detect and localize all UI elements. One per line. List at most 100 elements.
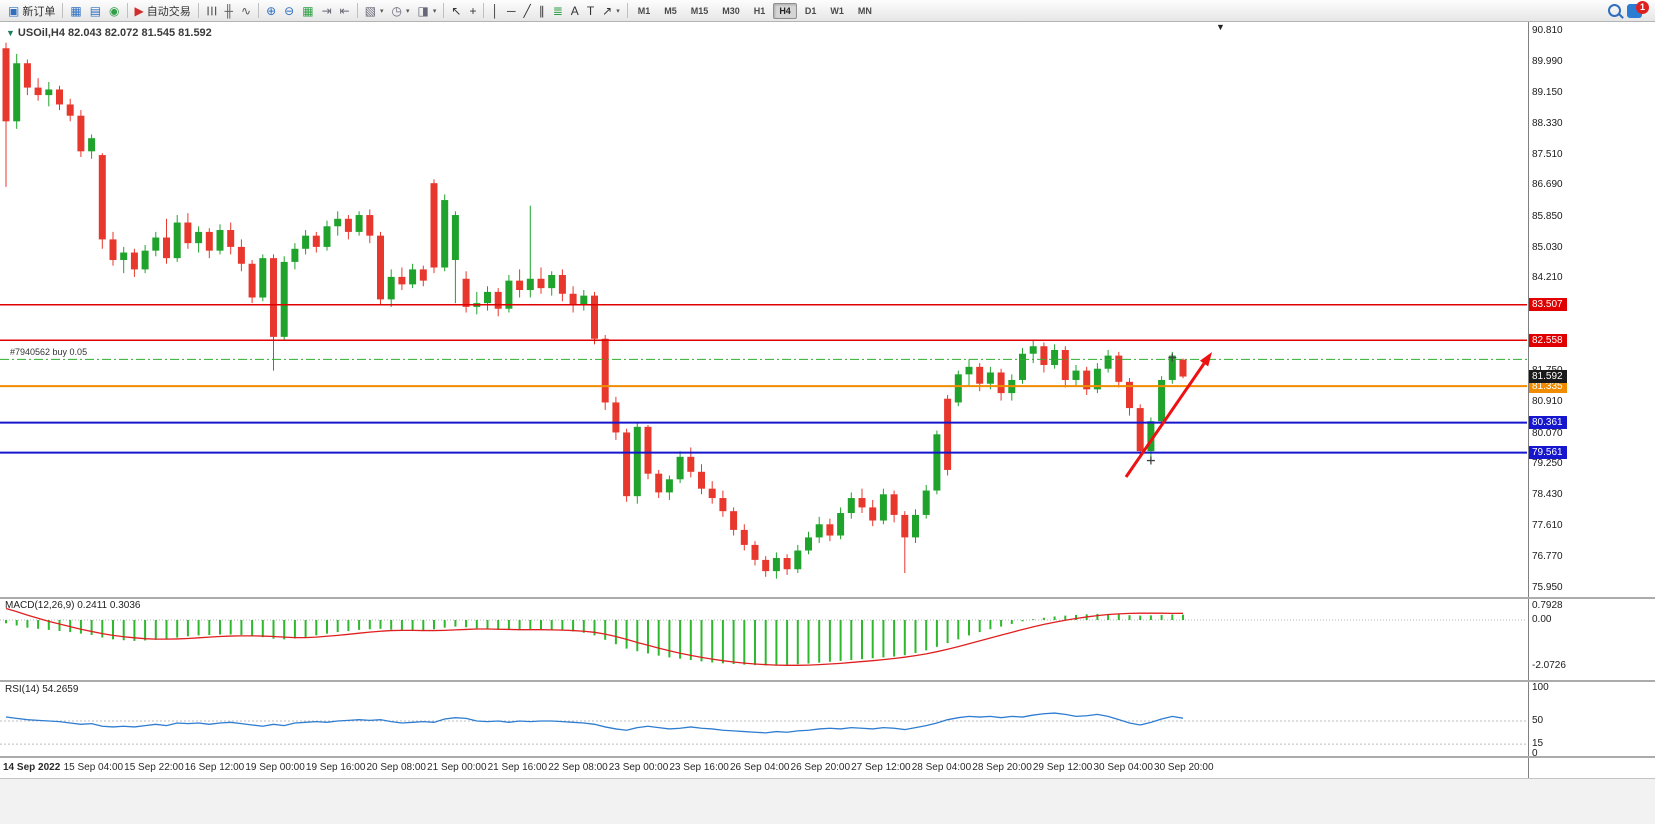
new-chart-icon: ▧ <box>364 3 377 18</box>
horizontal-line-icon[interactable]: ─ <box>503 1 520 21</box>
rsi-line <box>5 712 1184 734</box>
candle-body <box>66 104 74 116</box>
candle-body <box>77 115 85 152</box>
candle-body <box>302 235 310 249</box>
scroll-to-end-marker[interactable]: ▼ <box>1216 22 1225 32</box>
candle-body <box>409 269 417 285</box>
tile-windows-icon[interactable]: ▦ <box>298 1 317 21</box>
time-axis-label: 29 Sep 12:00 <box>1032 762 1093 773</box>
channel-icon[interactable]: ∥ <box>535 1 549 21</box>
candle-body <box>740 529 748 545</box>
candle-body <box>387 276 395 300</box>
candle-body <box>1179 359 1187 377</box>
timeframe-button-M1[interactable]: M1 <box>637 5 651 16</box>
candle-body <box>986 372 994 384</box>
candle-body <box>676 456 684 480</box>
timeframe-button-H4[interactable]: H4 <box>773 2 797 19</box>
timeframe-button-MN[interactable]: MN <box>857 5 872 16</box>
candle-body <box>1051 349 1059 365</box>
horizontal-line-icon: ─ <box>506 3 516 18</box>
candle-body <box>879 494 887 521</box>
candle-body <box>141 250 149 270</box>
market-watch-icon[interactable]: ▦ <box>66 1 85 21</box>
new-order-button-label: 新订单 <box>22 5 56 18</box>
candle-body <box>687 456 695 472</box>
navigator-icon[interactable]: ▤ <box>86 1 105 21</box>
fibonacci-icon[interactable]: ≣ <box>549 1 567 21</box>
cursor-icon[interactable]: ↖ <box>447 1 465 21</box>
candle-body <box>783 558 791 570</box>
candle-body <box>569 293 577 306</box>
vertical-line-icon[interactable]: │ <box>487 1 503 21</box>
candle-body <box>451 215 459 261</box>
arrows-icon[interactable]: ↗ ▾ <box>598 1 624 21</box>
toolbar-separator <box>483 3 485 18</box>
symbol-ohlc-text: USOil,H4 82.043 82.072 81.545 81.592 <box>17 27 212 39</box>
candle-body <box>601 338 609 403</box>
zoom-out-icon[interactable]: ⊖ <box>280 1 298 21</box>
time-axis-label: 27 Sep 12:00 <box>851 762 911 773</box>
trendline-icon[interactable]: ╱ <box>520 1 535 21</box>
time-axis-label: 19 Sep 16:00 <box>305 762 366 773</box>
line-chart-icon[interactable]: ∿ <box>237 1 255 21</box>
toolbar-separator <box>258 3 260 18</box>
terminal-icon[interactable]: ◉ <box>105 1 123 21</box>
candle-body <box>355 215 363 232</box>
auto-scroll-icon[interactable]: ⇥ <box>318 1 336 21</box>
candle-body <box>312 235 320 247</box>
candle-body <box>270 258 277 337</box>
symbol-marker-icon: ▼ <box>6 28 15 38</box>
panel-separator[interactable] <box>0 597 1655 599</box>
candlestick-chart-icon[interactable]: ╫ <box>221 1 238 21</box>
label-icon[interactable]: T <box>583 1 598 21</box>
candle-body <box>933 434 941 491</box>
toolbar-separator <box>443 3 445 18</box>
toolbar-right-group: 1 <box>1608 1 1651 18</box>
chart-shift-icon[interactable]: ⇤ <box>336 1 354 21</box>
candle-body <box>88 138 96 152</box>
timeframe-button-D1[interactable]: D1 <box>804 5 817 16</box>
time-axis-label: 22 Sep 08:00 <box>548 762 608 773</box>
candle-body <box>847 498 855 514</box>
new-chart-icon[interactable]: ▧ ▾ <box>361 1 388 21</box>
panel-separator <box>0 756 1655 758</box>
open-position-label: #7940562 buy 0.05 <box>10 347 88 358</box>
toolbar-separator <box>356 3 358 18</box>
timeframe-button-M5[interactable]: M5 <box>664 5 677 16</box>
candle-body <box>665 479 673 493</box>
candle-body <box>997 372 1005 394</box>
time-axis-label: 19 Sep 00:00 <box>245 762 305 773</box>
text-icon[interactable]: A <box>567 1 583 21</box>
timeframe-button-M30[interactable]: M30 <box>722 5 740 16</box>
trend-arrow[interactable] <box>1124 362 1206 478</box>
candle-body <box>1168 355 1176 380</box>
search-icon[interactable] <box>1608 4 1621 17</box>
chart-symbol-header: ▼ USOil,H4 82.043 82.072 81.545 81.592 <box>6 27 212 39</box>
candle-body <box>1115 355 1123 382</box>
crosshair-icon[interactable]: + <box>465 1 480 21</box>
bar-chart-icon[interactable]: ☰ <box>202 1 221 21</box>
market-watch-icon: ▦ <box>70 3 82 18</box>
candle-body <box>858 498 866 508</box>
panel-separator[interactable] <box>0 680 1655 682</box>
candle-body <box>1061 349 1069 380</box>
timeframe-button-W1[interactable]: W1 <box>830 5 844 16</box>
new-order-button[interactable]: ▣ 新订单 <box>4 1 59 21</box>
time-axis-label: 28 Sep 20:00 <box>972 762 1032 773</box>
autotrading-button[interactable]: ▶ 自动交易 <box>131 1 195 21</box>
candle-body <box>98 155 106 240</box>
template-icon[interactable]: ◨ ▾ <box>414 1 441 21</box>
timeframe-button-H1[interactable]: H1 <box>753 5 766 16</box>
period-icon[interactable]: ◷ ▾ <box>388 1 414 21</box>
candle-body <box>965 366 973 375</box>
toolbar-separator <box>626 3 628 18</box>
candle-body <box>730 511 738 530</box>
time-axis-label: 23 Sep 16:00 <box>669 762 729 773</box>
rsi-indicator-label: RSI(14) 54.2659 <box>5 684 79 695</box>
candle-body <box>516 280 524 291</box>
line-chart-icon: ∿ <box>241 3 252 18</box>
trend-arrow-head[interactable] <box>1199 352 1212 367</box>
zoom-in-icon[interactable]: ⊕ <box>262 1 280 21</box>
timeframe-button-M15[interactable]: M15 <box>690 5 709 16</box>
